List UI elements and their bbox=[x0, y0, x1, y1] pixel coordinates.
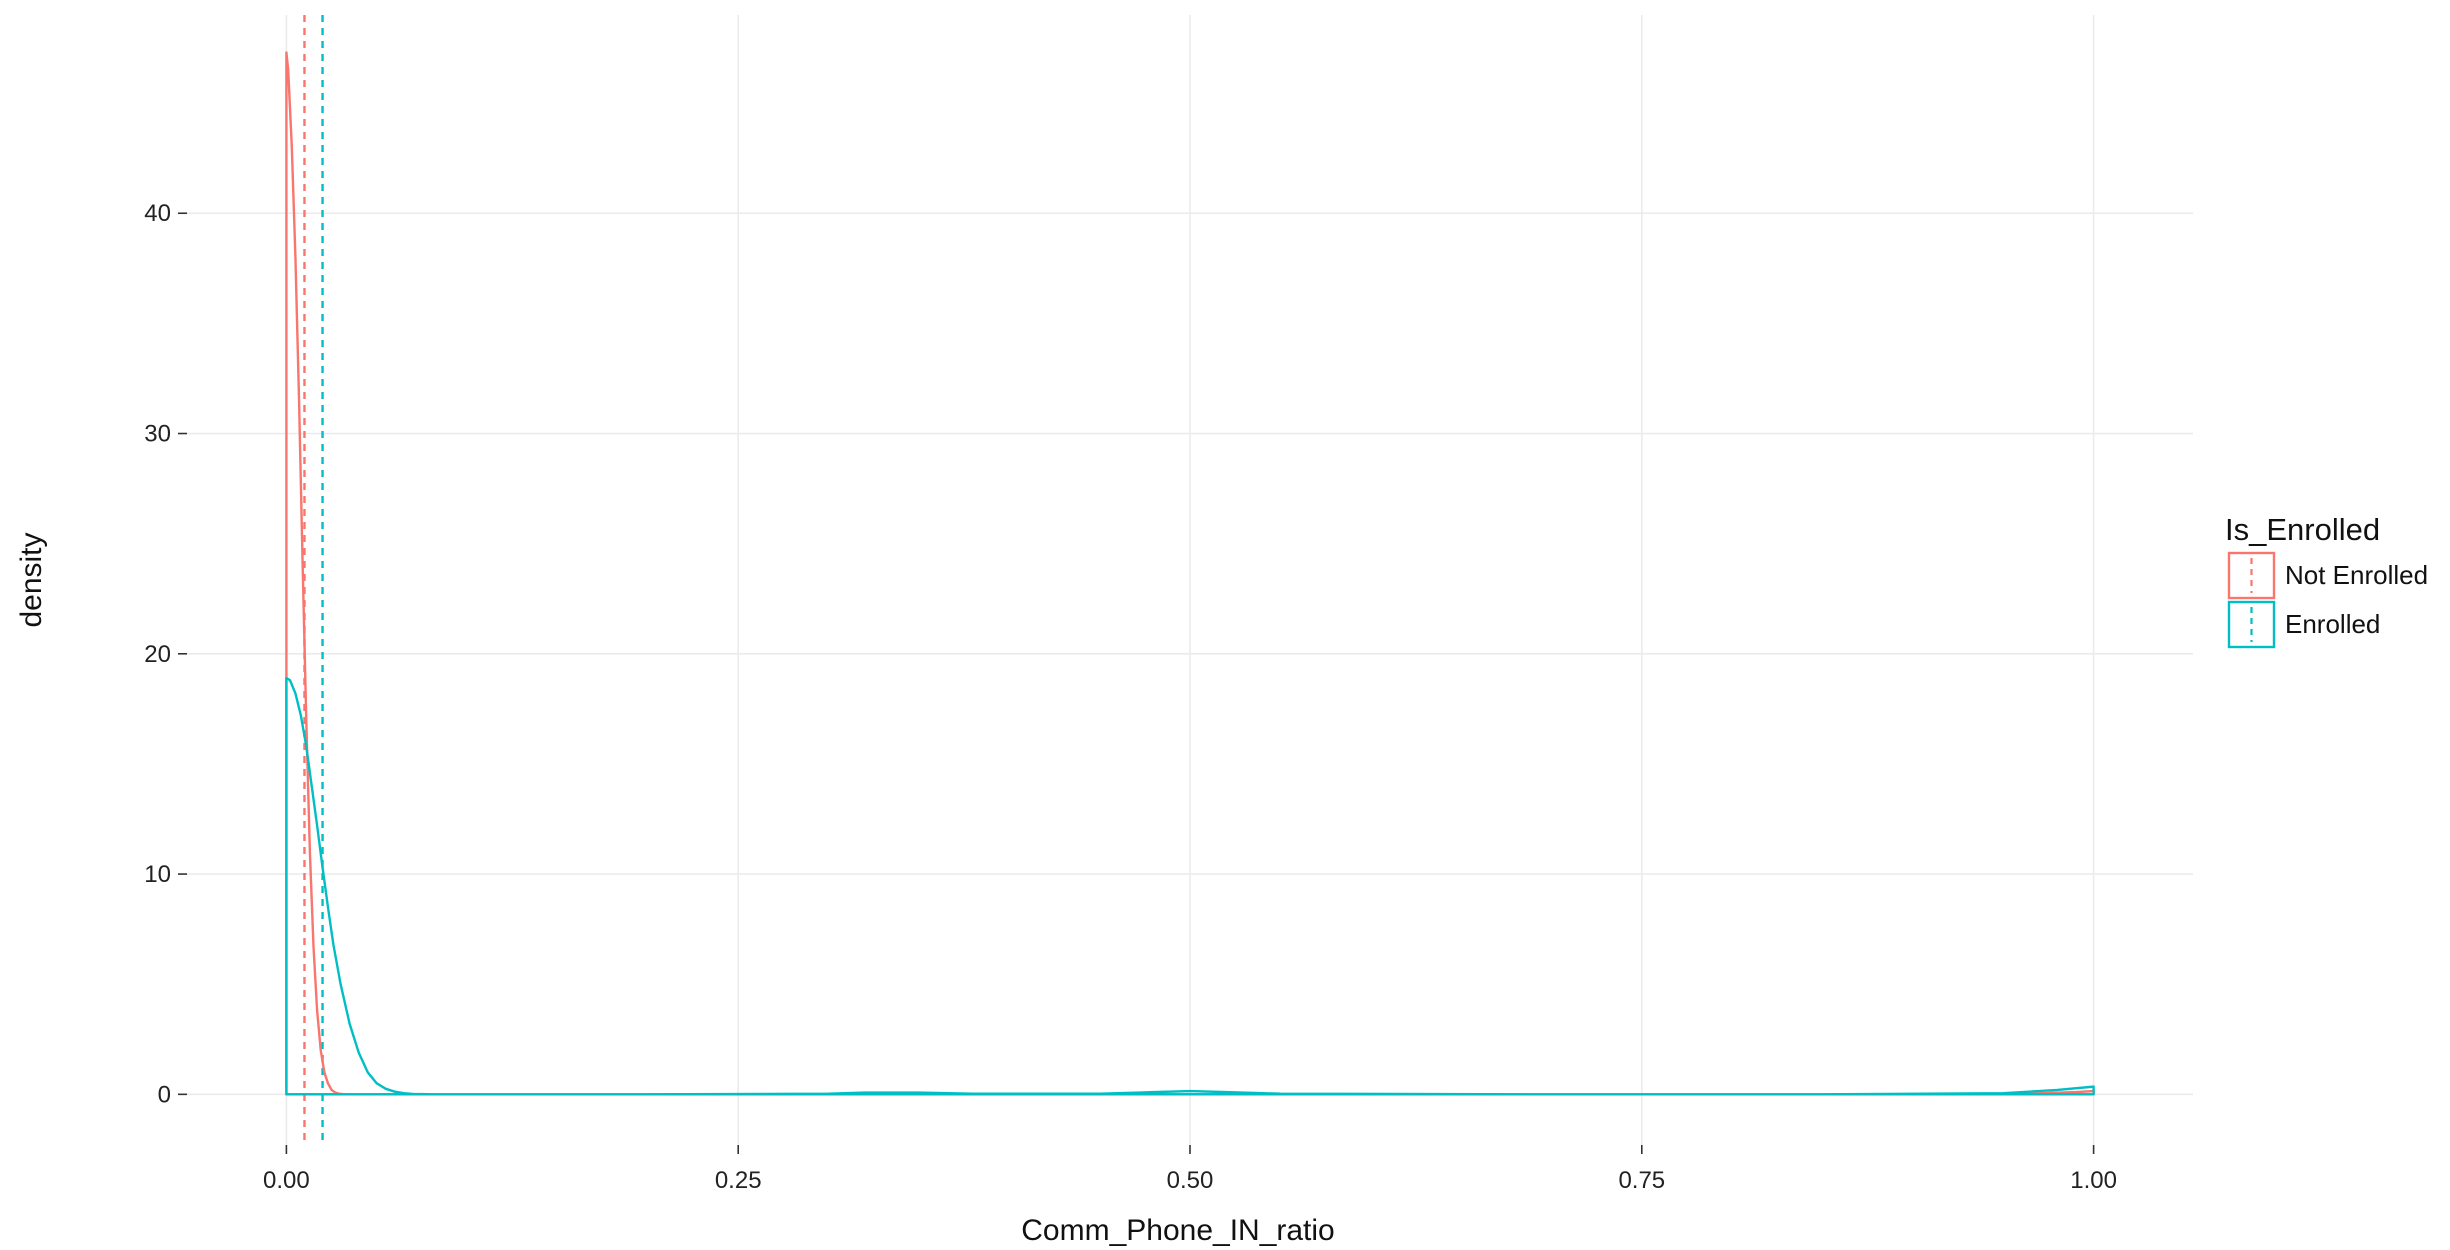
x-tick-label: 1.00 bbox=[2070, 1167, 2117, 1194]
series-line-enrolled bbox=[285, 676, 2095, 1096]
x-tick-label: 0.75 bbox=[1618, 1167, 1665, 1194]
y-tick-label: 0 bbox=[158, 1081, 171, 1108]
grid-lines bbox=[187, 15, 2193, 1145]
legend-title: Is_Enrolled bbox=[2225, 512, 2380, 547]
y-axis-title: density bbox=[15, 532, 48, 627]
y-tick-label: 30 bbox=[144, 421, 171, 448]
legend-label-not-enrolled: Not Enrolled bbox=[2285, 560, 2428, 590]
mean-lines bbox=[303, 15, 324, 1145]
axis-ticks bbox=[178, 212, 2095, 1154]
legend: Is_Enrolled Not Enrolled Enrolled bbox=[2225, 512, 2428, 649]
x-tick-label: 0.00 bbox=[263, 1167, 310, 1194]
x-tick-label: 0.50 bbox=[1167, 1167, 1214, 1194]
y-tick-label: 10 bbox=[144, 861, 171, 888]
x-tick-label: 0.25 bbox=[715, 1167, 762, 1194]
y-tick-label: 40 bbox=[144, 200, 171, 227]
legend-label-enrolled: Enrolled bbox=[2285, 609, 2380, 639]
y-tick-label: 20 bbox=[144, 641, 171, 668]
tick-labels: 0.00 0.25 0.50 0.75 1.00 0 10 20 30 40 bbox=[144, 200, 2117, 1194]
legend-key-enrolled bbox=[2227, 600, 2276, 649]
x-axis-title: Comm_Phone_IN_ratio bbox=[1021, 1214, 1335, 1247]
series-curves bbox=[285, 51, 2095, 1096]
